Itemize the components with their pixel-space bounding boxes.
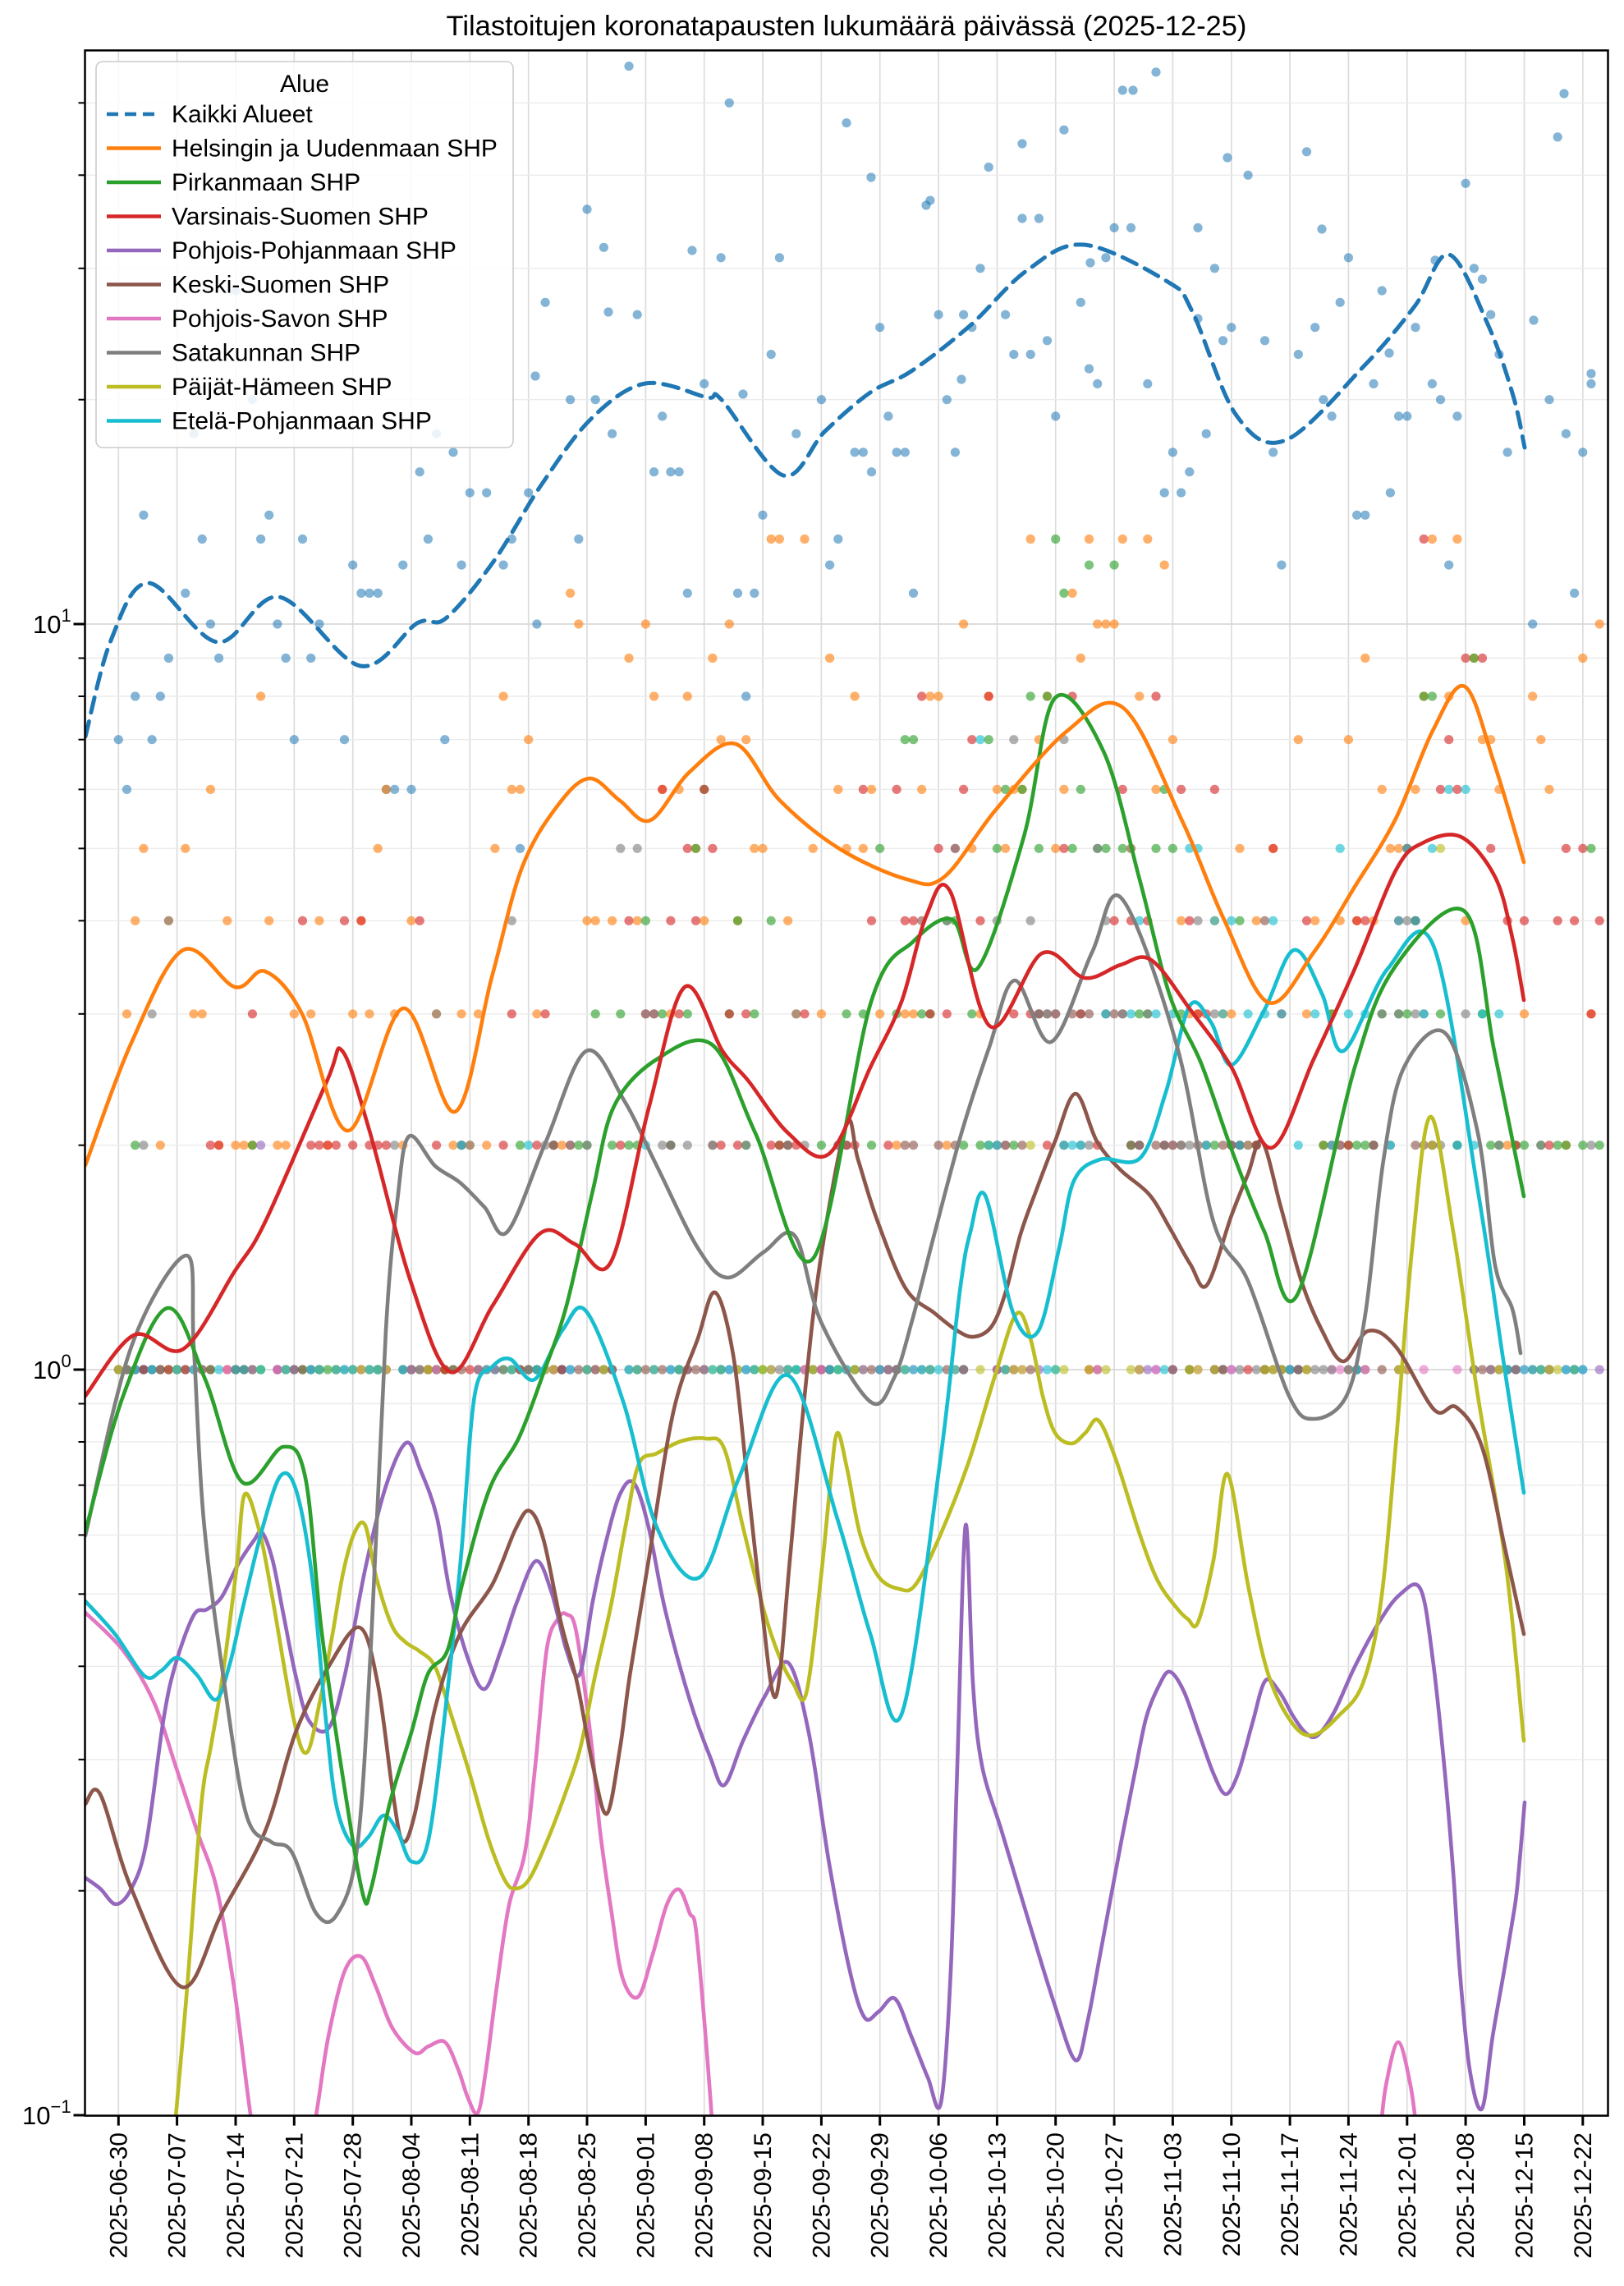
svg-text:Tilastoitujen koronatapausten: Tilastoitujen koronatapausten lukumäärä … (447, 11, 1247, 42)
svg-text:2025-10-20: 2025-10-20 (1043, 2132, 1070, 2258)
svg-text:2025-06-30: 2025-06-30 (105, 2132, 132, 2258)
svg-text:2025-11-17: 2025-11-17 (1277, 2132, 1304, 2256)
svg-text:2025-11-03: 2025-11-03 (1159, 2132, 1186, 2256)
svg-text:2025-12-22: 2025-12-22 (1570, 2132, 1597, 2258)
svg-text:2025-12-08: 2025-12-08 (1452, 2132, 1479, 2258)
svg-text:2025-09-01: 2025-09-01 (632, 2132, 659, 2258)
svg-text:2025-10-06: 2025-10-06 (925, 2132, 952, 2258)
svg-text:2025-07-28: 2025-07-28 (340, 2132, 367, 2258)
svg-text:Satakunnan SHP: Satakunnan SHP (172, 340, 360, 367)
svg-text:2025-09-15: 2025-09-15 (750, 2132, 777, 2258)
svg-text:2025-08-18: 2025-08-18 (516, 2132, 543, 2258)
svg-text:2025-08-25: 2025-08-25 (574, 2132, 601, 2258)
svg-text:2025-07-07: 2025-07-07 (164, 2132, 191, 2258)
svg-text:Keski-Suomen SHP: Keski-Suomen SHP (172, 272, 389, 299)
svg-text:2025-09-08: 2025-09-08 (691, 2132, 718, 2258)
svg-text:2025-09-22: 2025-09-22 (808, 2132, 835, 2258)
svg-text:Pohjois-Savon SHP: Pohjois-Savon SHP (172, 305, 388, 333)
svg-text:2025-10-13: 2025-10-13 (984, 2132, 1011, 2258)
svg-text:2025-08-11: 2025-08-11 (456, 2132, 484, 2256)
svg-text:2025-07-21: 2025-07-21 (281, 2132, 308, 2258)
svg-text:Päijät-Hämeen SHP: Päijät-Hämeen SHP (172, 374, 392, 401)
svg-text:Pirkanmaan SHP: Pirkanmaan SHP (172, 169, 360, 196)
svg-text:2025-09-29: 2025-09-29 (867, 2132, 894, 2258)
svg-text:Varsinais-Suomen SHP: Varsinais-Suomen SHP (172, 204, 429, 231)
svg-text:2025-10-27: 2025-10-27 (1101, 2132, 1128, 2258)
svg-text:2025-12-15: 2025-12-15 (1512, 2132, 1539, 2258)
svg-text:2025-11-24: 2025-11-24 (1335, 2132, 1362, 2256)
svg-text:Kaikki Alueet: Kaikki Alueet (172, 101, 313, 128)
svg-text:Alue: Alue (280, 71, 329, 98)
svg-text:2025-08-04: 2025-08-04 (398, 2132, 425, 2258)
svg-text:Pohjois-Pohjanmaan SHP: Pohjois-Pohjanmaan SHP (172, 237, 456, 264)
svg-text:Helsingin ja Uudenmaan SHP: Helsingin ja Uudenmaan SHP (172, 135, 498, 163)
svg-text:2025-12-01: 2025-12-01 (1394, 2132, 1421, 2258)
svg-text:Etelä-Pohjanmaan SHP: Etelä-Pohjanmaan SHP (172, 408, 432, 435)
svg-text:2025-11-10: 2025-11-10 (1218, 2132, 1246, 2256)
svg-text:2025-07-14: 2025-07-14 (222, 2132, 250, 2258)
